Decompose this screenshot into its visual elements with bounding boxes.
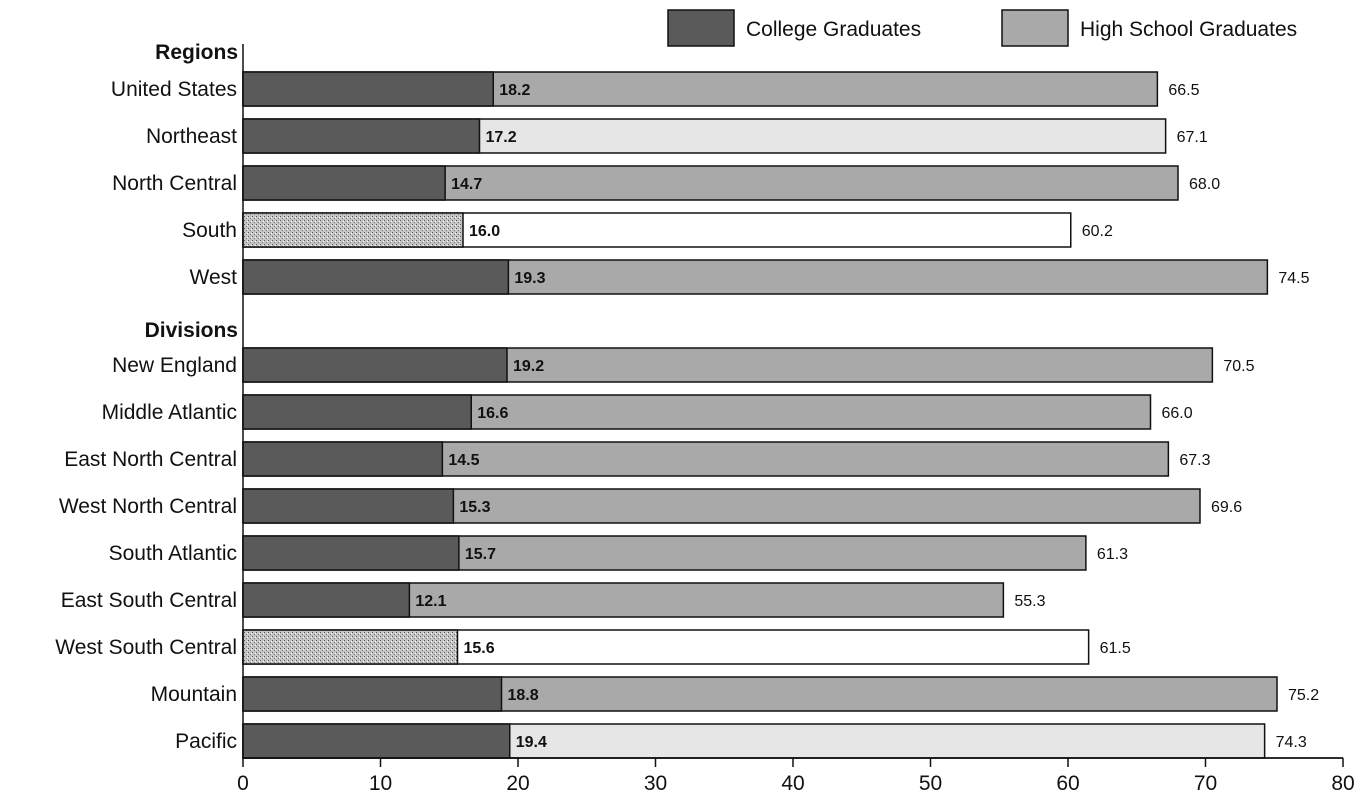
value-label-high-school-middle-atlantic: 66.0 xyxy=(1162,405,1193,422)
value-label-high-school-west: 74.5 xyxy=(1278,270,1309,287)
value-label-high-school-east-south-central: 55.3 xyxy=(1014,593,1045,610)
value-label-high-school-east-north-central: 67.3 xyxy=(1179,452,1210,469)
value-label-college-east-north-central: 14.5 xyxy=(448,452,479,469)
bar-college-south-atlantic xyxy=(242,535,460,571)
legend-label-high-school: High School Graduates xyxy=(1080,18,1297,41)
value-label-college-west: 19.3 xyxy=(514,270,545,287)
value-label-high-school-mountain: 75.2 xyxy=(1288,687,1319,704)
value-label-college-east-south-central: 12.1 xyxy=(415,593,446,610)
category-label-middle-atlantic: Middle Atlantic xyxy=(102,401,237,424)
value-label-college-middle-atlantic: 16.6 xyxy=(477,405,508,422)
x-tick-label: 80 xyxy=(1331,772,1354,795)
category-label-west-north-central: West North Central xyxy=(59,495,237,518)
bar-college-east-south-central xyxy=(242,582,411,618)
value-label-college-united-states: 18.2 xyxy=(499,82,530,99)
value-label-high-school-west-south-central: 61.5 xyxy=(1100,640,1131,657)
value-label-high-school-south-atlantic: 61.3 xyxy=(1097,546,1128,563)
legend: College Graduates High School Graduates xyxy=(667,9,1297,47)
value-label-college-mountain: 18.8 xyxy=(508,687,539,704)
x-axis: 0 10 20 30 40 50 60 70 80 xyxy=(237,44,1355,795)
bar-college-west-south-central xyxy=(242,629,459,665)
value-label-college-west-north-central: 15.3 xyxy=(459,499,490,516)
category-label-pacific: Pacific xyxy=(175,730,237,753)
category-label-west: West xyxy=(190,266,238,289)
category-label-west-south-central: West South Central xyxy=(55,636,237,659)
value-label-college-south-atlantic: 15.7 xyxy=(465,546,496,563)
x-tick-label: 30 xyxy=(644,772,667,795)
x-tick-label: 70 xyxy=(1194,772,1217,795)
x-tick-label: 20 xyxy=(506,772,529,795)
x-tick-label: 50 xyxy=(919,772,942,795)
legend-swatch-college xyxy=(667,9,735,47)
value-label-high-school-pacific: 74.3 xyxy=(1276,734,1307,751)
plot-area: Regions United States 18.2 66.5 Northeast 17.… xyxy=(55,41,1319,759)
value-label-high-school-west-north-central: 69.6 xyxy=(1211,499,1242,516)
value-label-college-new-england: 19.2 xyxy=(513,358,544,375)
value-label-high-school-united-states: 66.5 xyxy=(1168,82,1199,99)
bar-college-northeast xyxy=(242,118,481,154)
value-label-high-school-new-england: 70.5 xyxy=(1223,358,1254,375)
bar-college-united-states xyxy=(242,71,494,107)
category-label-mountain: Mountain xyxy=(151,683,237,706)
x-tick-label: 60 xyxy=(1056,772,1079,795)
bar-college-south xyxy=(242,212,464,248)
category-label-east-north-central: East North Central xyxy=(64,448,237,471)
x-tick-label: 10 xyxy=(369,772,392,795)
legend-label-college: College Graduates xyxy=(746,18,921,41)
legend-swatch-high-school xyxy=(1001,9,1069,47)
value-label-college-south: 16.0 xyxy=(469,223,500,240)
x-tick-label: 0 xyxy=(237,772,249,795)
bar-college-west xyxy=(242,259,510,295)
value-label-high-school-northeast: 67.1 xyxy=(1177,129,1208,146)
category-label-new-england: New England xyxy=(112,354,237,377)
category-label-north-central: North Central xyxy=(112,172,237,195)
category-label-south-atlantic: South Atlantic xyxy=(109,542,237,565)
value-label-high-school-north-central: 68.0 xyxy=(1189,176,1220,193)
bar-college-middle-atlantic xyxy=(242,394,472,430)
group-header-regions: Regions xyxy=(155,41,238,64)
category-label-east-south-central: East South Central xyxy=(61,589,237,612)
value-label-college-pacific: 19.4 xyxy=(516,734,547,751)
value-label-college-north-central: 14.7 xyxy=(451,176,482,193)
x-tick-label: 40 xyxy=(781,772,804,795)
bar-college-west-north-central xyxy=(242,488,455,524)
group-header-divisions: Divisions xyxy=(145,319,238,342)
bar-college-north-central xyxy=(242,165,446,201)
category-label-united-states: United States xyxy=(111,78,237,101)
bar-college-pacific xyxy=(242,723,511,759)
value-label-college-west-south-central: 15.6 xyxy=(464,640,495,657)
bar-college-new-england xyxy=(242,347,508,383)
category-label-northeast: Northeast xyxy=(146,125,237,148)
value-label-college-northeast: 17.2 xyxy=(486,129,517,146)
bar-college-mountain xyxy=(242,676,503,712)
bar-college-east-north-central xyxy=(242,441,444,477)
value-label-high-school-south: 60.2 xyxy=(1082,223,1113,240)
category-label-south: South xyxy=(182,219,237,242)
